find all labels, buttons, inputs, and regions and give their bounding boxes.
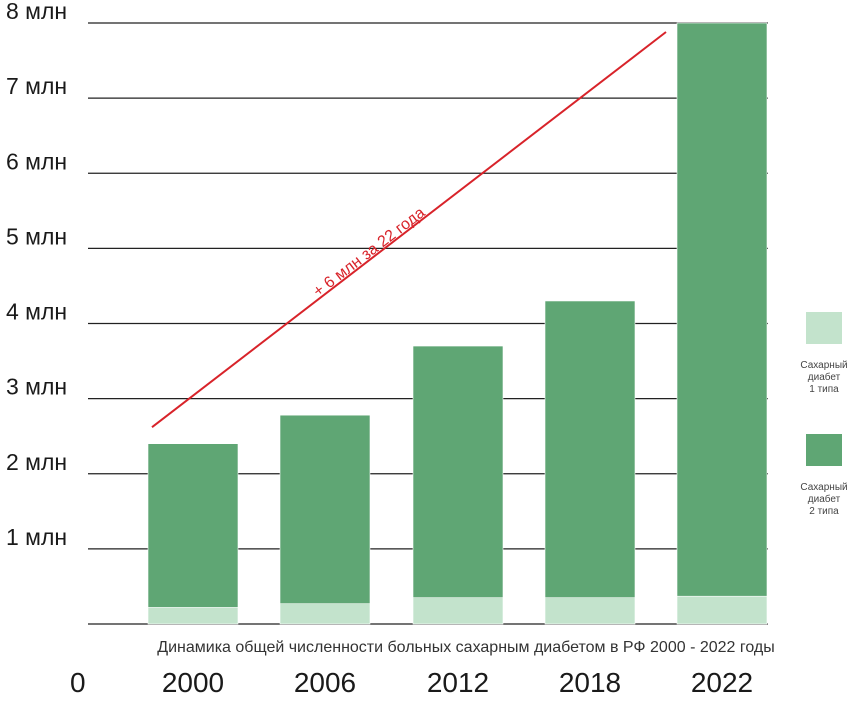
xtick-label: 2000	[162, 667, 224, 698]
trend-label: + 6 млн за 22 года	[310, 204, 428, 300]
bar-2006-type2	[279, 414, 371, 605]
xtick-label: 2006	[294, 667, 356, 698]
chart-caption: Динамика общей численности больных сахар…	[157, 639, 775, 656]
legend-label: Сахарный	[800, 360, 847, 371]
legend-label: диабет	[808, 493, 841, 505]
bar-2012-type2	[412, 345, 504, 599]
bar-2018-type2	[544, 300, 636, 599]
bar-2022-type1	[676, 595, 768, 625]
bars	[147, 22, 768, 625]
xtick-label: 2022	[691, 667, 753, 698]
ytick-label: 1 млн	[6, 524, 67, 550]
bar-2018-type1	[544, 597, 636, 625]
bar-2000-type2	[147, 443, 239, 608]
ytick-label: 2 млн	[6, 449, 67, 475]
ytick-label: 8 млн	[6, 0, 67, 24]
legend-swatch-type1	[806, 312, 842, 344]
legend-label: Сахарный	[800, 482, 847, 493]
ytick-label: 6 млн	[6, 148, 67, 174]
legend-label: 2 типа	[809, 506, 839, 517]
bar-2022-type2	[676, 22, 768, 597]
xtick-label: 2018	[559, 667, 621, 698]
ytick-label: 4 млн	[6, 299, 67, 325]
legend-swatch-type2	[806, 434, 842, 466]
legend-label: диабет	[808, 371, 841, 383]
ytick-label: 5 млн	[6, 223, 67, 249]
origin-label: 0	[70, 667, 86, 698]
x-axis-ticks: 2000 2006 2012 2018 2022	[162, 667, 753, 698]
trend-line	[151, 31, 667, 428]
legend-label: 1 типа	[809, 384, 839, 395]
ytick-label: 7 млн	[6, 73, 67, 99]
xtick-label: 2012	[427, 667, 489, 698]
ytick-label: 3 млн	[6, 374, 67, 400]
bar-2000-type1	[147, 607, 239, 625]
bar-2006-type1	[279, 603, 371, 625]
bar-2012-type1	[412, 597, 504, 625]
y-axis-ticks: 1 млн 2 млн 3 млн 4 млн 5 млн 6 млн 7 млн 8 млн…	[6, 0, 86, 698]
